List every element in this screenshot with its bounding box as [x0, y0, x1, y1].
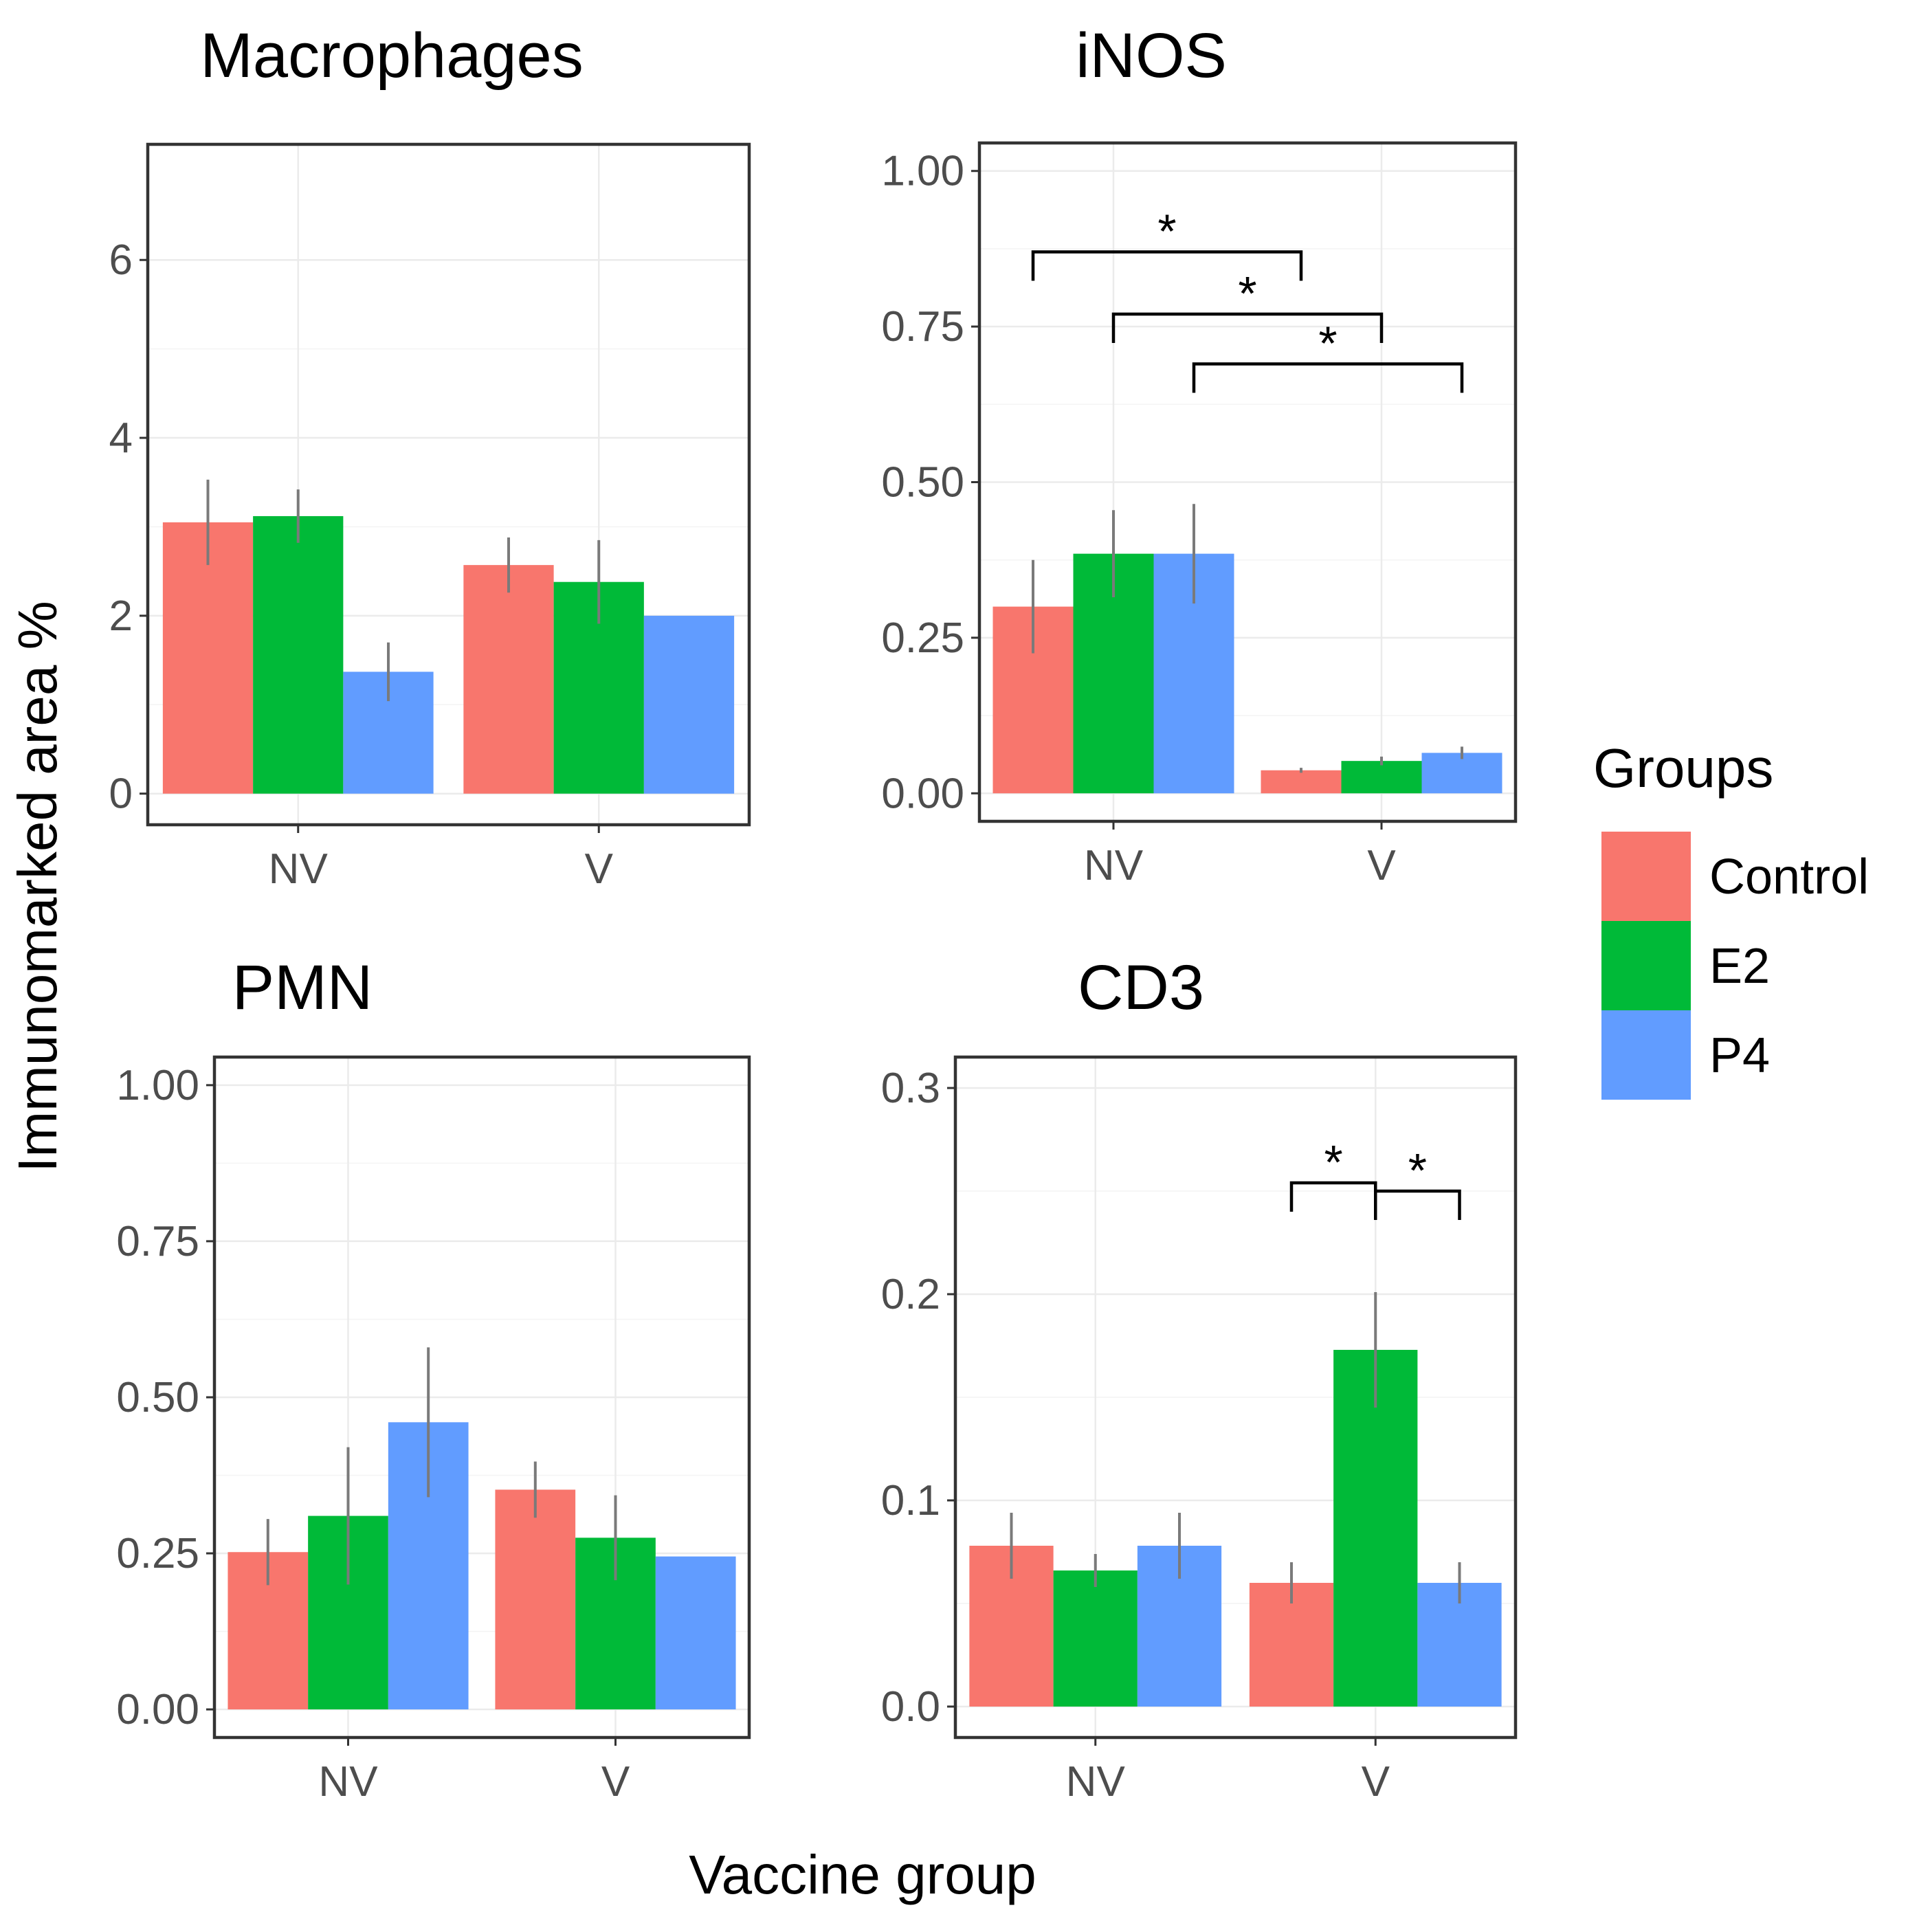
bar-macrophages-nv-control: [162, 522, 254, 794]
y-tick-label: 0.2: [881, 1271, 940, 1318]
y-tick-label: 1.00: [881, 148, 964, 195]
significance-star: *: [1324, 1135, 1343, 1189]
bar-pmn-v-p4: [655, 1556, 736, 1710]
y-tick-label: 0.00: [881, 770, 964, 817]
x-tick-label: NV: [318, 1758, 378, 1806]
legend-label-p4: P4: [1709, 1028, 1770, 1083]
legend-label-e2: E2: [1709, 939, 1770, 994]
bar-pmn-v-control: [495, 1489, 576, 1710]
y-tick-label: 0: [109, 770, 133, 818]
y-tick-label: 0.00: [116, 1686, 199, 1733]
bar-macrophages-nv-e2: [253, 515, 344, 794]
x-tick-label: V: [585, 845, 614, 893]
x-tick-label: V: [601, 1758, 630, 1806]
bar-macrophages-v-p4: [643, 615, 735, 794]
panel-title: iNOS: [1076, 21, 1227, 91]
y-tick-label: 4: [109, 414, 133, 462]
y-axis-title: Immunomarked area %: [7, 601, 68, 1172]
panel-border: [146, 142, 751, 827]
significance-star: *: [1318, 316, 1337, 370]
y-tick-label: 0.25: [881, 614, 964, 662]
x-tick-label: NV: [1066, 1758, 1126, 1806]
x-tick-label: NV: [269, 845, 329, 893]
bar-cd3-nv-e2: [1053, 1570, 1138, 1707]
bar-cd3-v-e2: [1333, 1350, 1418, 1707]
significance-star: *: [1157, 204, 1176, 258]
chart-panel-pmn: PMN 0.00 0.25 0.50 0.75 1.00 NV V: [116, 953, 751, 1806]
y-tick-label: 0.50: [116, 1374, 199, 1421]
bar-macrophages-v-control: [463, 565, 554, 794]
legend: Groups Control E2 P4: [1593, 737, 1869, 1100]
legend-swatch-p4: [1601, 1010, 1691, 1100]
significance-bracket: [1031, 250, 1303, 281]
x-tick-label: NV: [1084, 842, 1144, 889]
significance-bracket: [1111, 312, 1384, 344]
y-tick-label: 0.50: [881, 459, 964, 507]
y-tick-label: 2: [109, 592, 133, 640]
y-tick-label: 6: [109, 236, 133, 284]
chart-panel-inos: iNOS * * * 0.00 0.25 0.50 0.75 1.00 NV V: [881, 21, 1518, 889]
legend-swatch-e2: [1601, 921, 1691, 1010]
legend-label-control: Control: [1709, 850, 1869, 904]
panel-border: [953, 1055, 1518, 1740]
x-tick-label: V: [1367, 842, 1396, 889]
chart-panel-cd3: CD3 * * 0.0 0.1 0.2 0.3 NV V: [881, 953, 1518, 1806]
significance-bracket: [1374, 1189, 1461, 1220]
y-tick-label: 0.25: [116, 1530, 199, 1577]
panel-title: Macrophages: [200, 21, 583, 91]
x-axis-title: Vaccine group: [689, 1844, 1036, 1905]
bar-inos-v-p4: [1421, 753, 1502, 794]
y-tick-label: 0.75: [116, 1218, 199, 1265]
x-tick-label: V: [1362, 1758, 1390, 1806]
y-tick-label: 0.75: [881, 303, 964, 351]
panel-title: PMN: [232, 953, 373, 1023]
legend-swatch-control: [1601, 832, 1691, 921]
y-tick-label: 0.3: [881, 1065, 940, 1112]
y-tick-label: 0.1: [881, 1477, 940, 1524]
significance-bracket: [1192, 362, 1464, 393]
legend-title: Groups: [1593, 737, 1773, 799]
significance-star: *: [1408, 1144, 1427, 1197]
bar-inos-v-e2: [1341, 761, 1422, 794]
chart-panel-macrophages: Macrophages 0 2 4 6 NV V: [109, 21, 751, 893]
bar-inos-v-control: [1261, 770, 1342, 794]
significance-star: *: [1238, 267, 1256, 320]
panel-title: CD3: [1078, 953, 1204, 1023]
y-tick-label: 1.00: [116, 1062, 199, 1109]
y-tick-label: 0.0: [881, 1683, 940, 1731]
